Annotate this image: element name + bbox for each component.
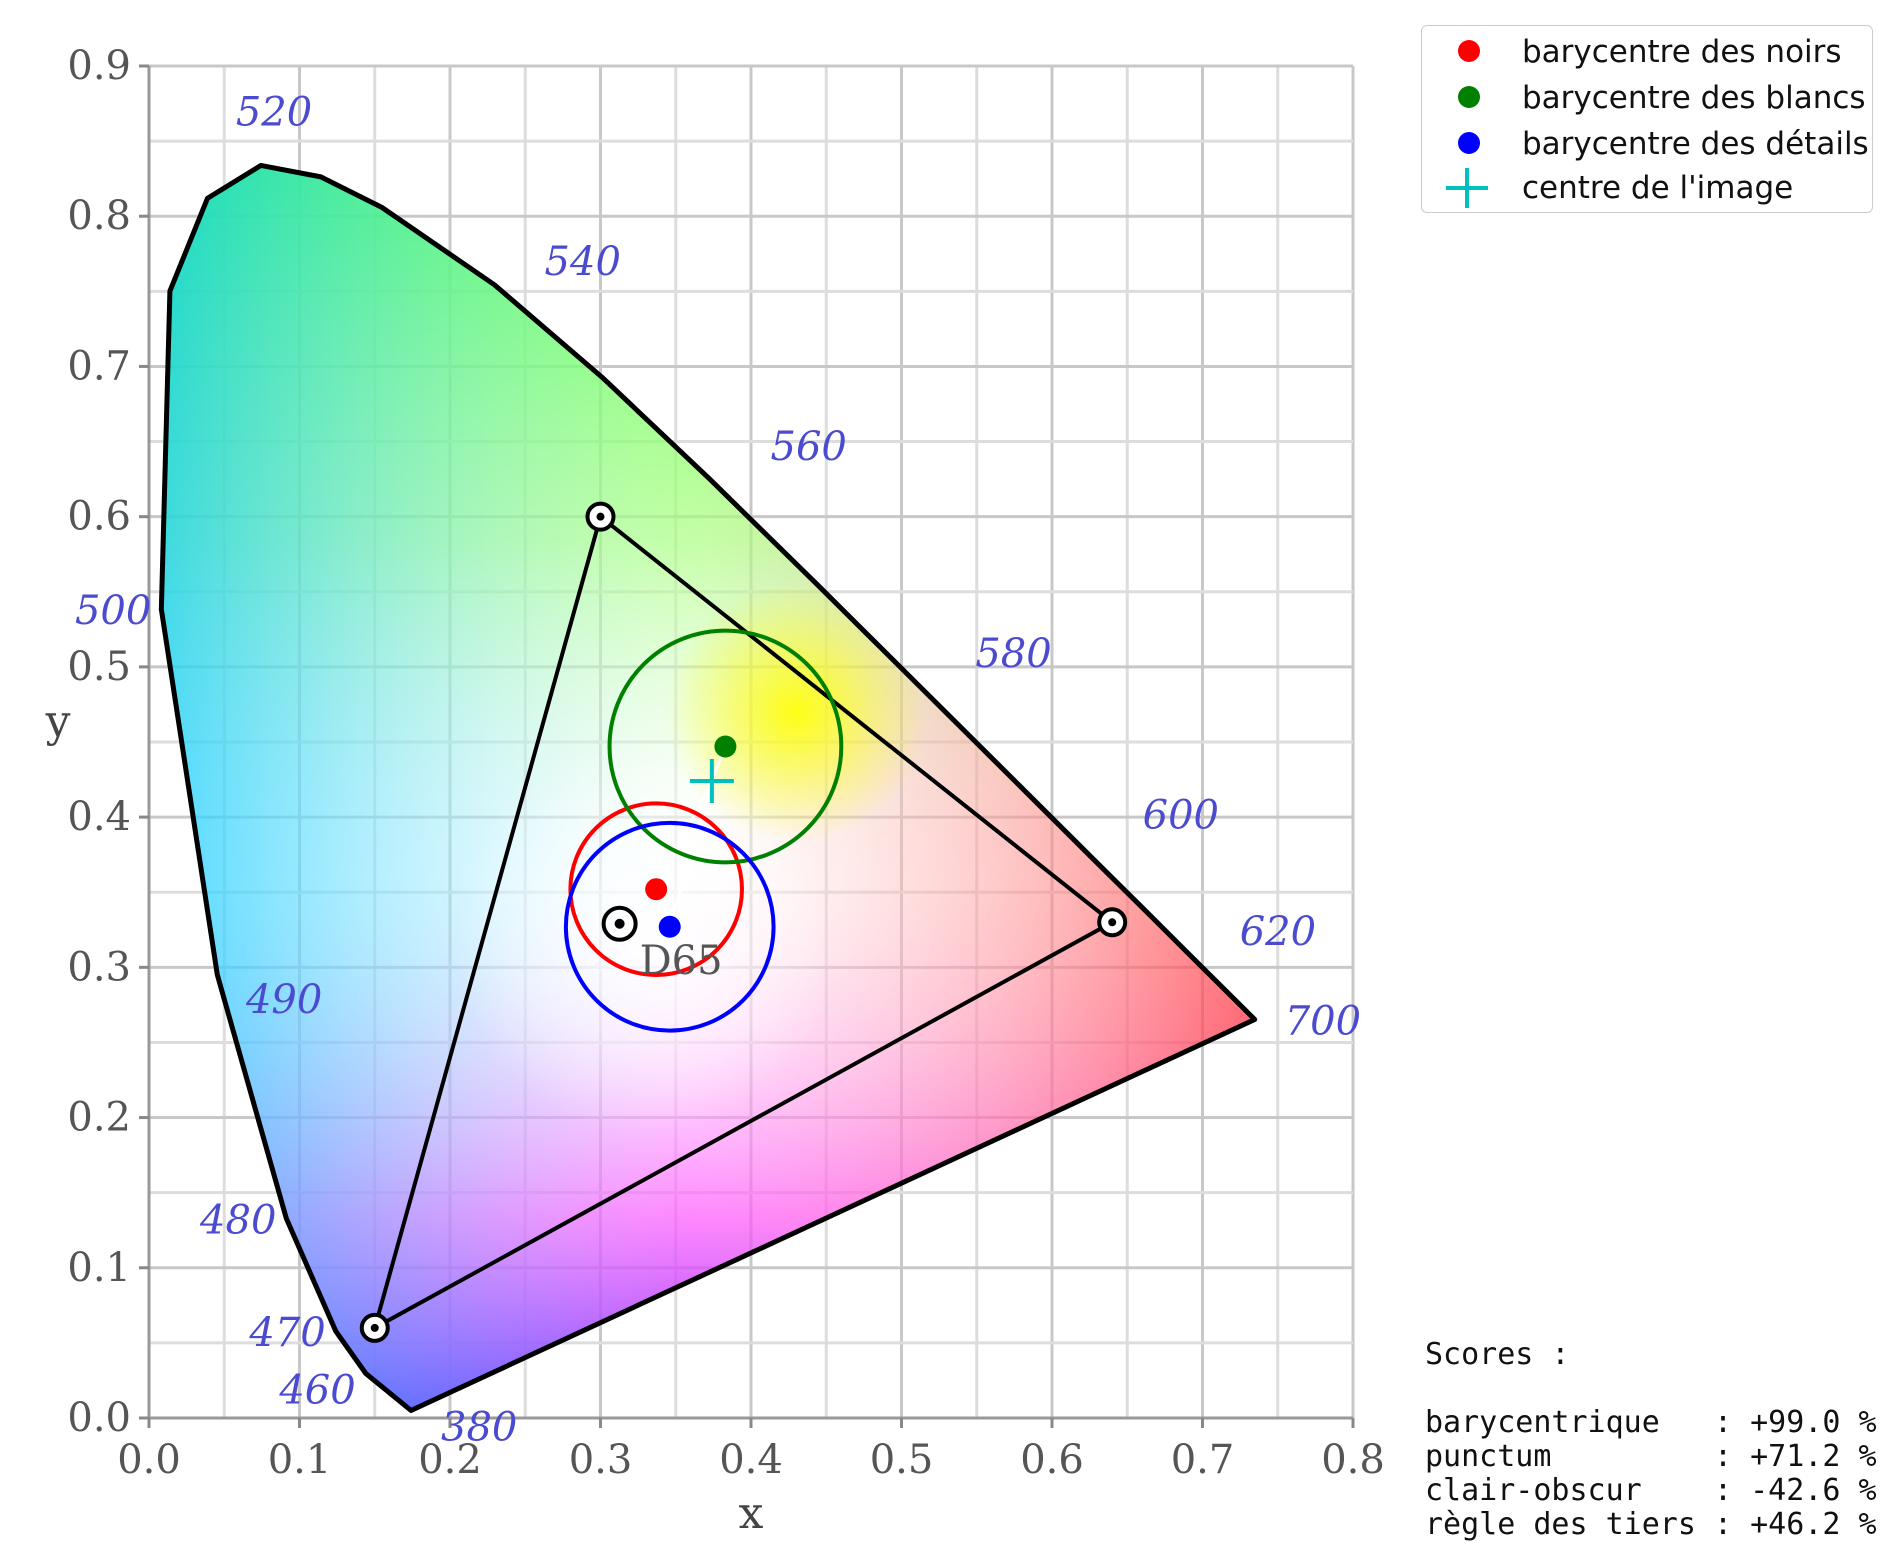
red-dot-icon	[1458, 40, 1480, 62]
y-tick-label: 0.5	[67, 644, 131, 690]
white-point-center	[614, 918, 625, 929]
x-axis-label: x	[739, 1488, 764, 1539]
legend-label: barycentre des blancs	[1522, 80, 1866, 116]
connector-line	[655, 780, 713, 890]
wavelength-labels: 520 540 560 580 600 620 700 500 490 480 470 460 380	[75, 89, 1361, 1450]
spread-circle	[607, 628, 844, 865]
score-line: punctum : +71.2 %	[1425, 1439, 1877, 1474]
scores-heading: Scores :	[1425, 1337, 1570, 1372]
data-series	[563, 628, 844, 1033]
wavelength-label: 480	[199, 1198, 276, 1244]
chromaticity-chart: 0.0 0.1 0.2 0.3 0.4 0.5 0.6 0.7 0.8 0.0 0.1 0.2 0.3 0…	[45, 43, 1385, 1539]
barycentre-point	[645, 878, 668, 901]
legend-item-blancs: barycentre des blancs	[1422, 76, 1872, 120]
x-tick-label: 0.2	[418, 1437, 482, 1483]
spread-circle	[563, 820, 776, 1033]
wavelength-label: 580	[975, 631, 1051, 677]
legend-item-centre: centre de l'image	[1422, 166, 1872, 210]
legend-label: barycentre des détails	[1522, 126, 1869, 162]
legend: barycentre des noirs barycentre des blan…	[1421, 25, 1873, 213]
y-tick-label: 0.4	[67, 794, 131, 840]
y-axis-label: y	[45, 696, 71, 747]
blue-dot-icon	[1458, 132, 1480, 154]
barycentre-point	[714, 735, 737, 758]
y-tick-label: 0.0	[67, 1395, 131, 1441]
y-tick-label: 0.2	[67, 1095, 131, 1141]
x-tick-label: 0.7	[1171, 1437, 1235, 1483]
score-line: clair-obscur : -42.6 %	[1425, 1473, 1877, 1508]
white-point-marker	[601, 905, 638, 942]
legend-label: centre de l'image	[1522, 170, 1794, 206]
primary-marker-center	[370, 1323, 379, 1332]
wavelength-label: 380	[441, 1404, 517, 1450]
wavelength-label: 560	[771, 424, 847, 470]
gamut-triangle	[359, 501, 1128, 1343]
white-point-label: D65	[640, 938, 723, 984]
connector-line	[668, 780, 714, 928]
plus-icon	[1446, 168, 1488, 208]
primary-marker-center	[1108, 918, 1117, 927]
gamut-triangle-outline	[371, 513, 1116, 1332]
wavelength-label: 470	[248, 1310, 325, 1356]
y-tick-label: 0.6	[67, 494, 131, 540]
score-line: règle des tiers : +46.2 %	[1425, 1507, 1877, 1542]
spectral-locus	[158, 162, 1258, 1413]
x-tick-label: 0.6	[1020, 1437, 1084, 1483]
y-tick-label: 0.9	[67, 43, 131, 89]
axes: 0.0 0.1 0.2 0.3 0.4 0.5 0.6 0.7 0.8 0.0 0.1 0.2 0.3 0…	[67, 43, 1384, 1483]
x-tick-label: 0.1	[268, 1437, 332, 1483]
x-tick-label: 0.5	[870, 1437, 934, 1483]
wavelength-label: 600	[1143, 792, 1219, 838]
wavelength-label: 620	[1240, 909, 1316, 955]
x-tick-label: 0.8	[1321, 1437, 1385, 1483]
x-tick-label: 0.3	[569, 1437, 633, 1483]
y-tick-label: 0.1	[67, 1245, 131, 1291]
wavelength-label: 500	[75, 588, 151, 634]
scores-panel: Scores : barycentrique : +99.0 % punctum :…	[1425, 1338, 1877, 1542]
fill-white-center	[455, 737, 836, 1138]
wavelength-label: 490	[245, 977, 322, 1023]
spread-circle	[568, 801, 744, 978]
legend-item-noirs: barycentre des noirs	[1422, 30, 1872, 74]
legend-item-details: barycentre des détails	[1422, 122, 1872, 166]
wavelength-label: 460	[278, 1367, 355, 1413]
x-tick-label: 0.0	[117, 1437, 181, 1483]
x-tick-label: 0.4	[719, 1437, 783, 1483]
locus-outline	[158, 162, 1258, 1413]
legend-label: barycentre des noirs	[1522, 34, 1842, 70]
score-line: barycentrique : +99.0 %	[1425, 1405, 1877, 1440]
y-tick-label: 0.7	[67, 343, 131, 389]
green-dot-icon	[1458, 86, 1480, 108]
fill-yellow-area	[666, 581, 927, 842]
barycentre-point	[658, 915, 681, 938]
y-tick-label: 0.3	[67, 944, 131, 990]
primary-marker-center	[596, 512, 605, 521]
wavelength-label: 520	[236, 89, 312, 135]
y-tick-label: 0.8	[67, 193, 131, 239]
wavelength-label: 700	[1285, 998, 1361, 1044]
wavelength-label: 540	[545, 239, 621, 285]
